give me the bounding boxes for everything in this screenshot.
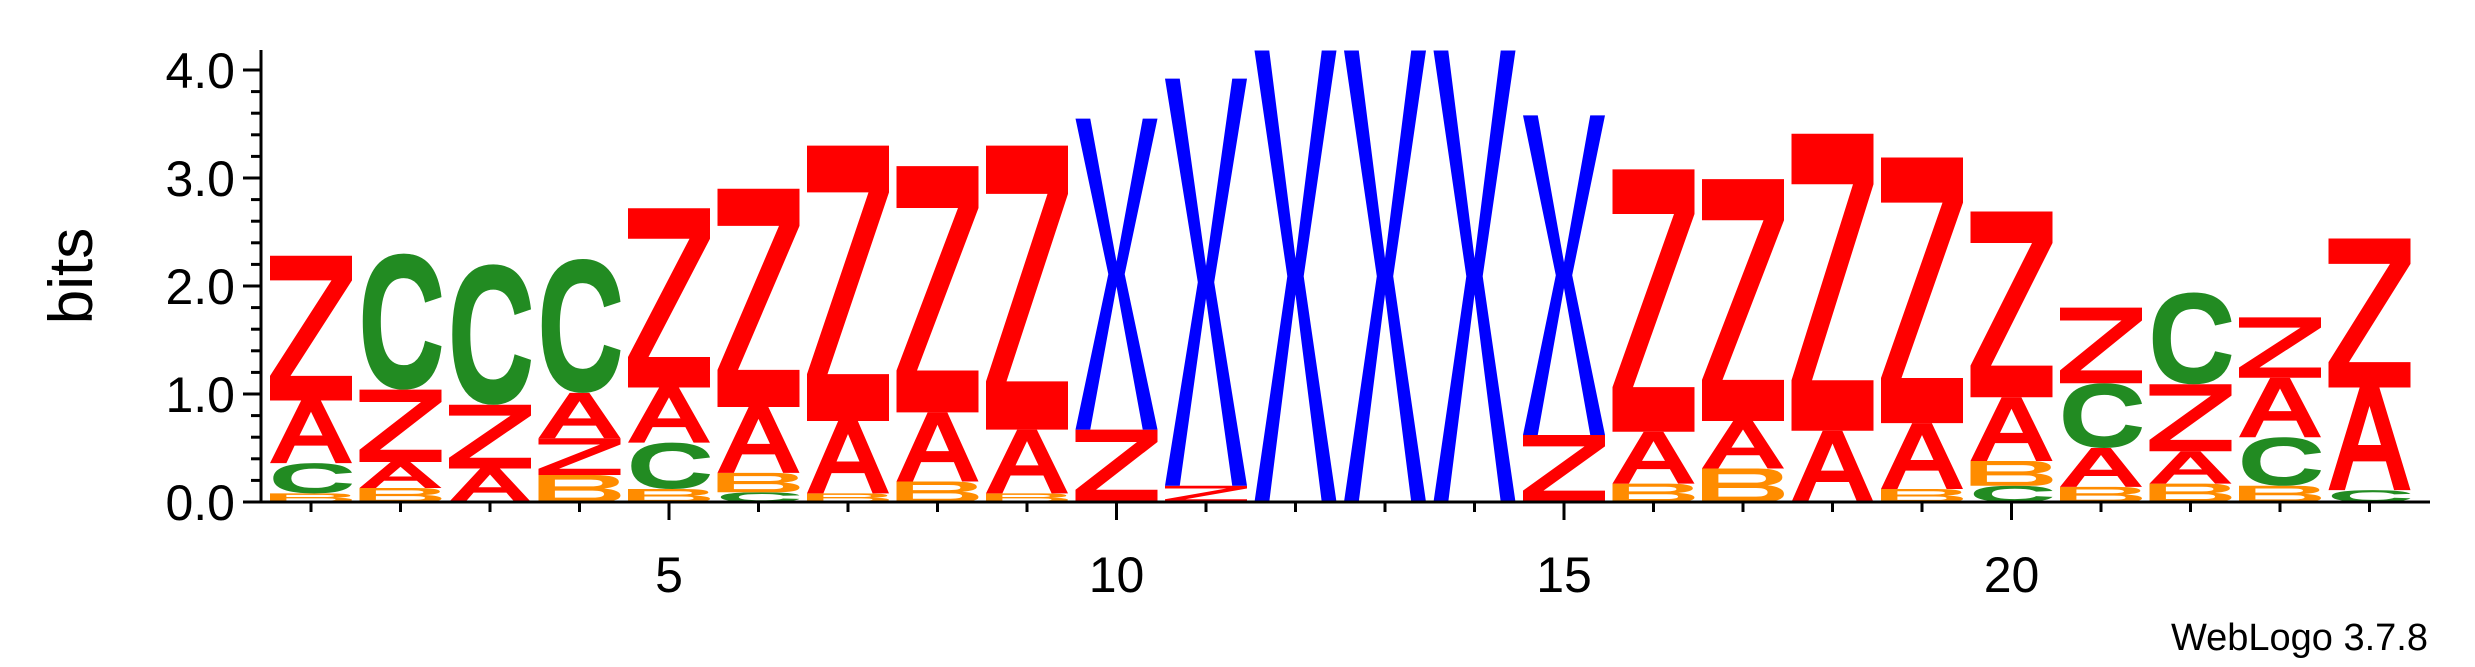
letter-Z-pos-15	[1523, 435, 1605, 502]
x-tick-label: 20	[1984, 547, 2040, 603]
letter-A-pos-16	[1612, 431, 1695, 484]
letter-Z-pos-7	[807, 145, 889, 421]
y-tick-label: 4.0	[165, 43, 235, 99]
letter-Z-pos-2	[359, 389, 442, 463]
letter-A-pos-3	[449, 468, 531, 502]
y-tick-label: 1.0	[165, 367, 235, 423]
letter-X-pos-15	[1523, 115, 1605, 436]
y-axis-label: bits	[37, 228, 106, 324]
letter-Z-pos-18	[1791, 133, 1874, 431]
letter-B-pos-2	[359, 487, 442, 502]
letter-A-pos-6	[717, 406, 800, 473]
letter-B-pos-8	[896, 481, 979, 502]
letter-Z-pos-11	[1165, 485, 1247, 502]
x-tick-label: 10	[1089, 547, 1145, 603]
letter-Z-pos-9	[986, 145, 1068, 430]
letter-B-pos-21	[2060, 486, 2142, 502]
letter-A-pos-22	[2149, 451, 2232, 484]
letter-X-pos-11	[1165, 78, 1247, 486]
x-tick-label: 15	[1536, 547, 1592, 603]
letter-X-pos-12	[1254, 50, 1337, 503]
letter-Z-pos-19	[1881, 157, 1963, 424]
letter-A-pos-2	[359, 462, 442, 488]
letter-B-pos-1	[270, 493, 352, 502]
letter-B-pos-7	[807, 493, 889, 502]
x-ticks: 5 10 15 20	[309, 502, 2371, 603]
y-tick-label: 2.0	[165, 259, 235, 315]
letter-Z-pos-10	[1075, 429, 1158, 502]
letter-B-pos-9	[986, 493, 1068, 502]
letter-Z-pos-16	[1612, 169, 1695, 432]
letter-X-pos-13	[1344, 50, 1426, 503]
letter-B-pos-23	[2239, 485, 2321, 502]
letter-B-pos-22	[2149, 483, 2232, 503]
letter-A-pos-19	[1881, 423, 1963, 490]
letter-X-pos-10	[1075, 118, 1158, 430]
letter-Z-pos-6	[717, 188, 800, 407]
letter-Z-pos-17	[1702, 179, 1784, 421]
weblogo-credit: WebLogo 3.7.8	[2171, 617, 2428, 659]
letter-Z-pos-3	[449, 404, 531, 469]
letter-A-pos-24	[2328, 387, 2411, 491]
y-tick-label: 3.0	[165, 151, 235, 207]
letter-C-pos-3	[452, 264, 531, 405]
letter-C-pos-2	[362, 253, 442, 390]
letter-Z-pos-21	[2060, 307, 2142, 384]
letter-B-pos-5	[628, 489, 710, 502]
y-tick-label: 0.0	[165, 475, 235, 531]
letter-A-pos-1	[270, 400, 352, 464]
letter-B-pos-17	[1702, 468, 1784, 502]
letter-Z-pos-8	[896, 166, 979, 413]
letter-A-pos-17	[1702, 421, 1784, 469]
letter-Z-pos-22	[2149, 384, 2232, 452]
letter-A-pos-4	[538, 392, 621, 439]
letter-A-pos-20	[1970, 397, 2053, 461]
x-tick-label: 5	[655, 547, 683, 603]
letter-C-pos-20	[1973, 485, 2053, 502]
letter-Z-pos-4	[538, 438, 621, 475]
letter-A-pos-7	[807, 421, 889, 494]
letter-A-pos-9	[986, 429, 1068, 494]
logo-letters	[270, 50, 2411, 503]
letter-Z-pos-20	[1970, 211, 2053, 398]
letter-Z-pos-1	[270, 255, 352, 401]
letter-B-pos-6	[717, 472, 800, 493]
letter-B-pos-4	[538, 475, 621, 502]
letter-C-pos-4	[541, 259, 621, 393]
letter-C-pos-5	[631, 442, 710, 490]
letter-C-pos-1	[273, 463, 352, 494]
letter-C-pos-6	[720, 492, 800, 502]
letter-B-pos-16	[1612, 483, 1695, 503]
letter-A-pos-18	[1791, 430, 1874, 502]
letter-C-pos-22	[2152, 292, 2232, 385]
letter-Z-pos-5	[628, 208, 710, 388]
letter-C-pos-24	[2331, 490, 2411, 502]
letter-B-pos-20	[1970, 460, 2053, 486]
letter-A-pos-5	[628, 387, 710, 443]
letter-C-pos-23	[2242, 437, 2321, 486]
letter-Z-pos-24	[2328, 238, 2411, 388]
letter-Z-pos-23	[2239, 317, 2321, 378]
y-ticks: 0.0 1.0 2.0 3.0 4.0	[165, 43, 261, 531]
letter-B-pos-19	[1881, 489, 1963, 502]
letter-A-pos-8	[896, 412, 979, 482]
letter-C-pos-21	[2063, 383, 2142, 449]
letter-A-pos-23	[2239, 377, 2321, 438]
letter-X-pos-14	[1433, 50, 1516, 503]
letter-A-pos-21	[2060, 448, 2142, 487]
logo-axes	[259, 50, 2430, 504]
